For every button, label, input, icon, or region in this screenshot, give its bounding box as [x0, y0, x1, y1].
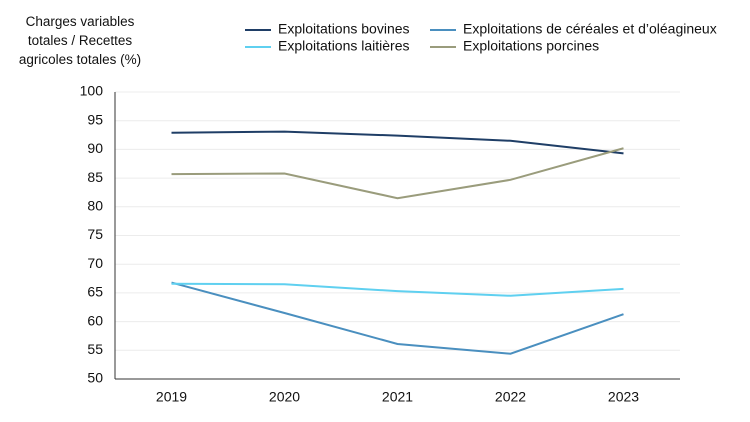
line-series	[171, 147, 624, 200]
x-tick-label: 2019	[156, 389, 187, 405]
y-tick-label: 50	[87, 370, 103, 386]
y-tick-label: 75	[87, 226, 103, 242]
y-axis-label: Charges variables totales / Recettes agr…	[18, 14, 142, 67]
legend-label: Exploitations porcines	[463, 38, 599, 54]
x-tick-label: 2020	[269, 389, 300, 405]
line-series	[171, 130, 624, 155]
legend-label: Exploitations bovines	[278, 21, 410, 37]
line-series	[171, 282, 624, 297]
y-tick-label: 65	[87, 284, 103, 300]
legend-label: Exploitations de céréales et d’oléagineu…	[463, 21, 717, 37]
y-tick-label: 90	[87, 140, 103, 156]
y-tick-label: 95	[87, 111, 103, 127]
x-tick-label: 2023	[608, 389, 639, 405]
y-tick-label: 100	[80, 83, 104, 99]
y-tick-label: 85	[87, 169, 103, 185]
y-tick-label: 80	[87, 198, 103, 214]
y-tick-label: 60	[87, 312, 103, 328]
y-tick-label: 70	[87, 255, 103, 271]
line-series	[171, 281, 624, 355]
y-tick-label: 55	[87, 341, 103, 357]
legend-label: Exploitations laitières	[278, 38, 410, 54]
x-tick-label: 2022	[495, 389, 526, 405]
x-tick-label: 2021	[382, 389, 413, 405]
